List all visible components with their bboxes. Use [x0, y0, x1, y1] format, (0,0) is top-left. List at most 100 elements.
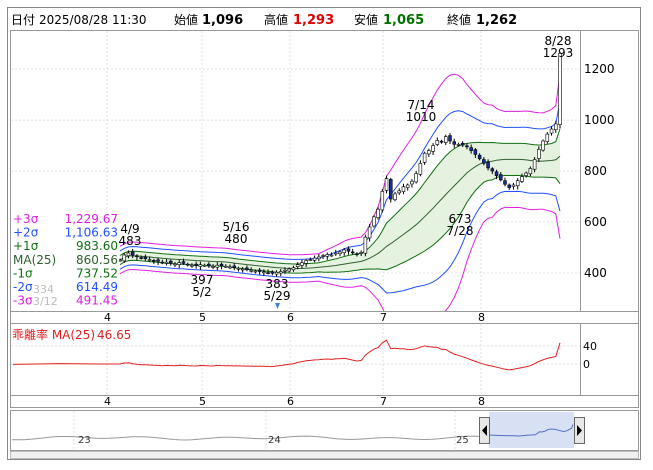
candle [291, 265, 296, 272]
candle [499, 172, 503, 182]
price-tick-label: 1000 [584, 113, 615, 127]
candle-body [355, 253, 359, 256]
candle [245, 265, 249, 272]
navigator-selection[interactable] [489, 412, 574, 448]
legend-label: -3σ [13, 294, 33, 308]
candle-body [532, 159, 537, 170]
candle [126, 250, 131, 259]
candle [130, 248, 135, 259]
candle [334, 249, 338, 257]
price-tick-label: 400 [584, 266, 607, 280]
candle [219, 262, 224, 270]
candle [304, 259, 308, 267]
candle [266, 269, 270, 275]
candle-body [515, 180, 520, 187]
month-label: 7 [380, 311, 387, 324]
candles [118, 51, 562, 277]
candle [444, 134, 448, 146]
candle [537, 146, 541, 163]
month-label: 5 [199, 395, 206, 408]
month-axis-1: 4 5 6 7 8 [104, 311, 485, 324]
annotation-date: 480 [225, 232, 248, 246]
current-marker-icon [275, 303, 280, 309]
candle [236, 266, 241, 272]
candle [541, 139, 545, 152]
candle [507, 183, 511, 191]
band-minus-3sigma [119, 206, 561, 320]
candle [520, 173, 524, 183]
annotation-date: 5/29 [264, 289, 291, 303]
annotation-date: 7/28 [447, 224, 474, 238]
candle-body [558, 53, 562, 125]
candle-body [334, 252, 338, 255]
candle-body [300, 262, 304, 266]
ghost-label: 3/12 [33, 295, 58, 308]
month-axis-2: 4 5 6 7 8 [104, 395, 485, 408]
candle [490, 167, 495, 175]
candle-body [274, 272, 279, 275]
navigator-history-line [11, 435, 487, 441]
candle [338, 250, 342, 257]
candle-body [164, 261, 169, 264]
candle [279, 269, 283, 277]
candle-body [405, 184, 410, 188]
candle-body [279, 271, 283, 274]
candle [240, 266, 245, 273]
candle [283, 267, 287, 275]
candle [215, 262, 220, 271]
candle-body [228, 266, 232, 269]
candle [380, 188, 385, 213]
chevron-right-icon [577, 425, 582, 436]
band-minus-2sigma [119, 190, 561, 294]
candle-body [135, 255, 139, 258]
candle-body [367, 226, 372, 239]
candle-body [232, 265, 236, 269]
navigator-left-handle[interactable] [479, 417, 490, 444]
candle [410, 179, 414, 188]
deviation-value: 46.65 [97, 328, 131, 342]
high-label: 高値 [264, 12, 288, 27]
candle-body [156, 259, 160, 262]
candle-body [456, 143, 461, 146]
annotation-value: 8/28 [545, 34, 572, 48]
low-label: 安値 [354, 12, 378, 27]
deviation-grid [11, 324, 580, 395]
candle-body [139, 257, 143, 259]
candle-body [283, 269, 287, 272]
candle [532, 157, 537, 173]
ghost-label: 334 [33, 283, 54, 296]
candle [397, 188, 401, 195]
candle-body [270, 271, 275, 274]
bollinger-bands [119, 73, 561, 320]
navigator-right-handle[interactable] [574, 417, 585, 444]
candle [122, 252, 126, 263]
candle-body [482, 159, 486, 164]
candle [169, 259, 173, 266]
candle-body [257, 269, 262, 272]
candle-body [397, 190, 401, 194]
month-label: 8 [478, 311, 485, 324]
candle [287, 267, 291, 273]
candle [431, 143, 435, 155]
candle [460, 141, 465, 148]
candle-body [211, 266, 215, 268]
legend: +3σ 1,229.67 +2σ 1,106.63 +1σ 983.60 MA(25) 860… [11, 211, 119, 311]
candle-body [541, 140, 545, 151]
deviation-line [12, 339, 561, 371]
candle [270, 270, 275, 276]
open-value: 1,096 [202, 13, 243, 28]
horizontal-scrollbar[interactable] [10, 451, 639, 459]
candle-body [152, 260, 156, 262]
candle [359, 250, 363, 257]
candle [312, 255, 317, 263]
candle-body [380, 191, 385, 211]
band-1sigma-area [120, 128, 560, 274]
candle-body [224, 265, 228, 268]
candle [308, 257, 313, 262]
candle [393, 191, 397, 202]
candle-body [143, 256, 148, 260]
candle-body [507, 184, 511, 188]
